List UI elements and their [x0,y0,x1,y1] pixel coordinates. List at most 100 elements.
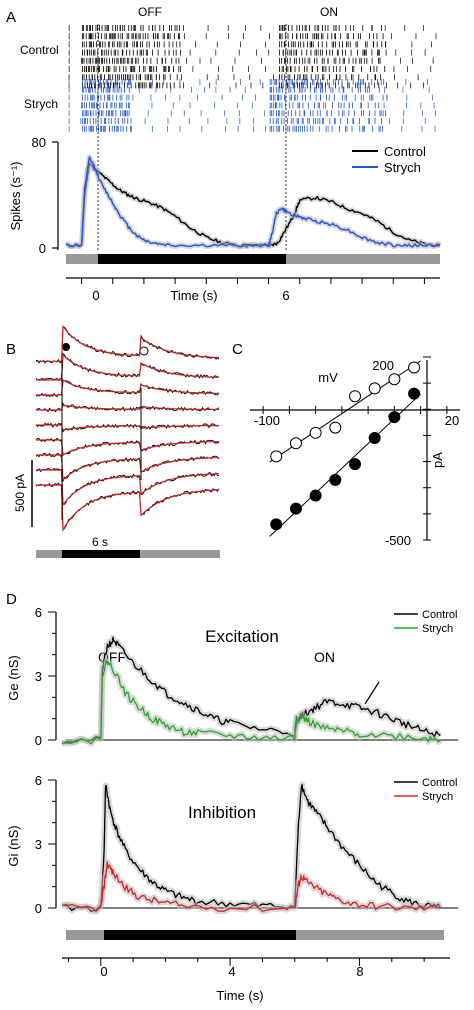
iv-point-open [270,450,283,463]
iv-xtick-label-neg100: -100 [254,413,280,428]
ge-ytick-label-3: 3 [35,669,42,684]
iv-point-open [309,426,322,439]
iv-point-open [329,421,342,434]
current-trace [35,452,220,482]
inhibition-title: Inhibition [188,803,256,822]
raster-row-control [68,25,424,31]
psth-y-label: Spikes (s⁻¹) [8,162,23,231]
excitation-plot: Excitation OFF ON 6 3 0 Ge (nS) Control … [6,605,458,748]
excitation-on-label: ON [314,649,335,665]
ge-legend-label-control: Control [422,609,457,621]
raster-control-label: Control [20,43,59,57]
iv-point-open [349,390,361,403]
raster-on-label: ON [320,5,338,19]
line-control [61,636,441,745]
raster-rows [68,25,437,132]
iv-point-filled [368,432,381,445]
raster-plot: OFF ON Control Strych [20,5,437,250]
iv-point-open [368,382,381,395]
current-trace [35,437,220,457]
gi-legend-label-strych: Strych [422,791,453,803]
psth-band-control [64,160,442,250]
d-stim-dark [104,930,296,940]
raster-row-control [68,66,432,72]
ge-y-label: Ge (nS) [6,655,21,701]
iv-point-filled [270,518,283,531]
iv-point-filled [349,458,361,471]
current-fit [36,379,219,396]
psth-ytick-label-0: 0 [39,241,46,256]
inhibition-series [61,781,443,915]
raster-row-strych [68,102,435,109]
current-trace [35,482,220,531]
b-stim-dark [62,550,140,558]
b-stim-light-post [140,550,220,558]
psth-ytick-label-80: 80 [32,135,46,150]
raster-row-control [68,57,434,64]
excitation-series [61,634,443,747]
iv-point-filled [408,387,421,400]
raster-row-strych [68,79,428,85]
raster-row-strych [68,86,430,93]
d-x-label: Time (s) [216,988,263,1003]
iv-series [269,360,421,537]
stim-bar-light-pre [66,254,98,264]
iv-point-open [388,373,401,386]
gi-y-label: Gi (nS) [6,825,21,866]
current-fit [36,484,220,532]
excitation-title: Excitation [205,627,279,646]
excitation-y-ticks [48,611,56,741]
panel-label-d: D [6,591,17,608]
gi-ytick-label-3: 3 [35,837,42,852]
panel-label-b: B [6,341,16,358]
inhibition-plot: Inhibition 6 3 0 Gi (nS) Control Strych … [6,773,458,1003]
iv-point-open [289,437,302,450]
psth-x-label: Time (s) [170,288,217,303]
iv-xtick-label-20: 20 [445,413,459,428]
raster-row-strych [68,110,436,117]
raster-row-strych [68,94,433,101]
legend-label-strych: Strych [384,160,421,175]
panel-label-a: A [6,9,16,26]
iv-ytick-label-neg500: -500 [385,533,411,548]
raster-strych-label: Strych [24,97,58,111]
psth-series [64,154,442,250]
d-stim-light-post [296,930,444,940]
current-traces [35,324,220,532]
psth-xtick-label-0: 0 [92,288,99,303]
iv-y-label: pA [430,452,445,468]
scalebar-y-label: 500 pA [13,474,27,512]
on-marker-open [139,346,149,356]
iv-x-label: mV [318,370,338,385]
inhibition-y-ticks [48,779,56,909]
current-fit [36,469,219,507]
line-strych [61,660,441,745]
line-control [61,783,441,912]
gi-ytick-label-6: 6 [35,773,42,788]
stim-bar-light-post [286,254,440,264]
raster-row-strych [68,118,426,124]
gi-ytick-label-0: 0 [35,901,42,916]
legend-label-control: Control [384,144,426,159]
d-xtick-label-0: 0 [100,964,107,979]
psth-line-control [65,162,441,248]
raster-row-control [68,49,426,56]
psth-line-strych [65,156,441,248]
ge-ytick-label-6: 6 [35,605,42,620]
raster-row-strych [68,125,436,132]
raster-row-control [68,33,437,40]
iv-point-filled [289,502,302,515]
current-traces-plot: 500 pA 6 s [13,324,220,558]
panel-label-c: C [232,341,243,358]
ge-legend-label-strych: Strych [422,623,453,635]
raster-row-control [68,74,419,81]
current-trace [35,467,219,505]
iv-point-filled [309,489,322,502]
iv-point-filled [388,411,401,424]
d-stim-light-pre [66,930,104,940]
iv-plot: -100 20 200 -500 mV pA [250,356,460,548]
current-fit [36,404,219,411]
gi-legend-label-control: Control [422,777,457,789]
raster-off-label: OFF [138,5,162,19]
off-marker-filled [62,343,70,351]
